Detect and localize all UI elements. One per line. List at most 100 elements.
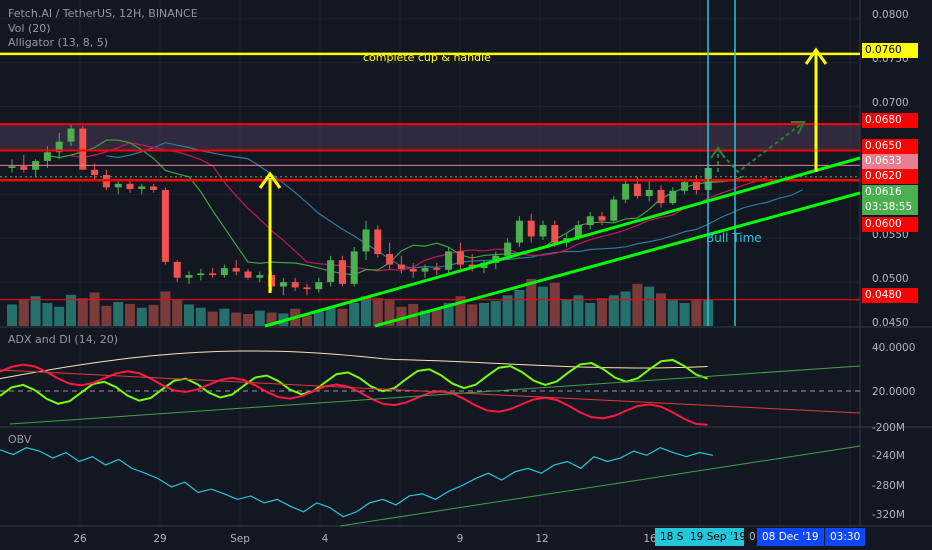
price-axis: 0.08000.07500.07000.05500.05000.045040.0… [73, 9, 915, 545]
chart-title: Fetch.AI / TetherUS, 12H, BINANCE [8, 7, 198, 20]
adx-green-trendline [9, 365, 861, 425]
candle-body [421, 268, 429, 272]
candle-body [504, 242, 512, 256]
candle-body [8, 166, 16, 168]
obv-pane [0, 445, 861, 527]
volume-bar [514, 290, 525, 326]
time-tick-label: 9 [457, 533, 464, 545]
candle-body [362, 229, 370, 252]
volume-bar [125, 303, 135, 326]
volume-bar [420, 310, 430, 326]
volume-bar [443, 302, 454, 326]
volume-bar [313, 311, 324, 326]
time-tick-label: Sep [230, 533, 250, 545]
candle-body [445, 251, 453, 270]
volume-bar [101, 305, 112, 326]
volume-bars [7, 278, 714, 326]
obv-tick-label: -240M [872, 450, 905, 462]
volume-bar [679, 302, 690, 326]
candle-body [20, 166, 28, 170]
price-tick-label: 0.0700 [872, 97, 909, 109]
alligator-lips-line [47, 139, 744, 276]
candle-body [315, 282, 323, 290]
price-tick-label: 0.0450 [872, 317, 909, 329]
volume-bar [467, 304, 478, 326]
volume-bar [195, 307, 206, 326]
price-badge-0616: 0.0616 [862, 185, 918, 200]
volume-bar [361, 296, 371, 326]
price-badge-0620: 0.0620 [862, 169, 918, 184]
price-tick-label: 0.0500 [872, 273, 909, 285]
candle-body [291, 282, 299, 288]
now-time-label: 03:30 [825, 528, 866, 546]
volume-bar [325, 306, 336, 326]
obv-legend: OBV [8, 433, 32, 446]
volume-bar [585, 302, 596, 326]
volume-bar [597, 298, 607, 326]
volume-bar [431, 309, 442, 326]
horizontal-levels [0, 52, 860, 301]
volume-bar [184, 304, 194, 326]
di-minus-line [0, 363, 708, 426]
volume-bar [656, 293, 666, 326]
candle-body [681, 182, 689, 191]
volume-bar [490, 301, 501, 326]
volume-bar [148, 304, 159, 326]
candle-body [598, 216, 606, 221]
volume-bar [160, 291, 171, 326]
time-tick-label: 26 [73, 533, 87, 545]
alligator-jaw-line [106, 142, 803, 269]
volume-bar [573, 295, 584, 326]
candle-body [256, 275, 264, 278]
candle-body [327, 260, 335, 283]
volume-bar [18, 299, 29, 326]
price-tick-label: 0.0550 [872, 229, 909, 241]
volume-bar [30, 296, 41, 326]
candle-body [350, 251, 358, 284]
volume-bar [266, 312, 277, 326]
candle-body [586, 216, 594, 226]
time-tick-label: 16 [643, 533, 657, 545]
volume-bar [632, 283, 643, 326]
adx-tick-label: 20.0000 [872, 386, 915, 398]
volume-bar [77, 298, 88, 326]
resistance-zone-fill [0, 124, 860, 151]
candle-body [397, 264, 405, 269]
candle-body [622, 183, 630, 200]
volume-bar [89, 292, 100, 326]
volume-bar [243, 314, 253, 326]
candle-body [161, 189, 169, 262]
obv-tick-label: -320M [872, 509, 905, 521]
candle-body [138, 186, 146, 190]
price-badge-0760: 0.0760 [862, 43, 918, 58]
candle-body [456, 251, 464, 265]
resistance-zone [0, 124, 860, 151]
candle-body [610, 199, 618, 221]
candle-body [303, 287, 311, 290]
volume-bar [620, 291, 631, 326]
adx-red-trendline [0, 369, 861, 414]
volume-bar [231, 312, 242, 326]
alligator-lines [47, 139, 803, 276]
candlestick-series [8, 124, 712, 296]
candle-body [91, 169, 99, 176]
volume-bar [691, 299, 702, 326]
candle-body [150, 186, 158, 190]
volume-bar [644, 286, 655, 326]
adx-pane [0, 350, 861, 426]
candle-body [244, 271, 252, 278]
volume-bar [396, 306, 407, 326]
candle-body [173, 261, 181, 278]
volume-bar [349, 302, 360, 326]
price-badge-0680: 0.0680 [862, 113, 918, 128]
volume-bar [113, 302, 124, 326]
obv-tick-label: -200M [872, 422, 905, 434]
volume-bar [526, 278, 537, 326]
volume-bar [502, 295, 513, 326]
grid-lines [0, 0, 932, 527]
candle-body [657, 189, 665, 204]
forecast-path [717, 121, 805, 174]
adx-legend: ADX and DI (14, 20) [8, 333, 118, 346]
candle-body [268, 275, 276, 287]
